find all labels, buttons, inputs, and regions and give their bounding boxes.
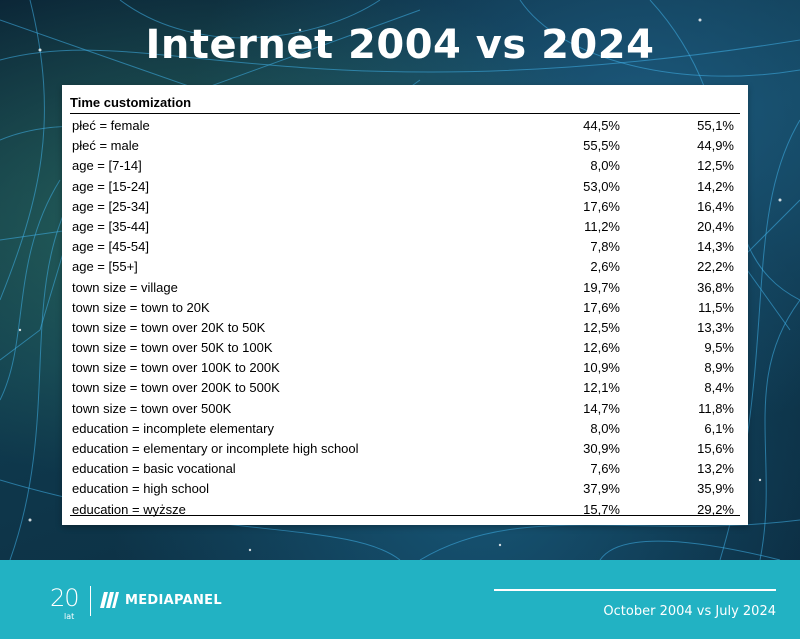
table-row: town size = town over 200K to 500K 12,1% 8…	[70, 378, 740, 398]
value-2004: 12,5%	[583, 319, 620, 335]
row-label: płeć = female	[72, 118, 150, 133]
value-2004: 53,0%	[583, 178, 620, 194]
table-row: education = basic vocational 7,6% 13,2%	[70, 459, 740, 479]
value-2024: 14,3%	[697, 239, 734, 255]
value-2024: 13,3%	[697, 319, 734, 335]
table-body: płeć = female 44,5% 55,1% płeć = male 55,5% 4…	[70, 116, 740, 520]
value-2004: 17,6%	[583, 299, 620, 315]
value-2024: 14,2%	[697, 178, 734, 194]
row-label: płeć = male	[72, 138, 139, 154]
value-2024: 6,1%	[704, 420, 734, 436]
row-label: age = [55+]	[72, 259, 138, 275]
row-label: education = elementary or incomplete hig…	[72, 441, 359, 456]
value-2004: 12,1%	[583, 380, 620, 396]
table-row: education = high school 37,9% 35,9%	[70, 479, 740, 499]
row-label: town size = town to 20K	[72, 299, 210, 315]
value-2024: 16,4%	[697, 198, 734, 214]
brand-name: MEDIAPANEL	[125, 593, 222, 608]
value-2004: 19,7%	[583, 279, 620, 295]
date-range-label: October 2004 vs July 2024	[603, 604, 776, 619]
value-2004: 8,0%	[590, 158, 620, 174]
value-2024: 35,9%	[697, 481, 734, 497]
row-label: education = high school	[72, 481, 209, 497]
value-2004: 10,9%	[583, 360, 620, 376]
table-top-rule	[70, 113, 740, 114]
value-2004: 11,2%	[584, 218, 620, 234]
footer-bar: 20 lat MEDIAPANEL October 2004 vs July 2…	[0, 560, 800, 639]
table-row: płeć = female 44,5% 55,1%	[70, 116, 740, 136]
table-row: age = [45-54] 7,8% 14,3%	[70, 237, 740, 257]
table-row: age = [15-24] 53,0% 14,2%	[70, 177, 740, 197]
row-label: age = [25-34]	[72, 198, 149, 214]
value-2024: 11,8%	[698, 400, 734, 416]
table-row: town size = village 19,7% 36,8%	[70, 278, 740, 298]
logo-divider	[90, 586, 91, 616]
row-label: age = [35-44]	[72, 218, 149, 234]
table-row: age = [55+] 2,6% 22,2%	[70, 257, 740, 277]
mediapanel-logo-icon	[100, 592, 119, 608]
table-row: town size = town over 100K to 200K 10,9% 8…	[70, 358, 740, 378]
value-2024: 15,6%	[697, 441, 734, 456]
row-label: age = [45-54]	[72, 239, 149, 255]
table-row: age = [25-34] 17,6% 16,4%	[70, 197, 740, 217]
value-2004: 17,6%	[583, 198, 620, 214]
value-2004: 2,6%	[590, 259, 620, 275]
value-2024: 9,5%	[704, 340, 734, 356]
table-bottom-rule	[70, 515, 740, 516]
value-2024: 36,8%	[697, 279, 734, 295]
row-label: town size = town over 200K to 500K	[72, 380, 280, 396]
anniversary-logo-sub: lat	[64, 612, 75, 621]
table-title: Time customization	[70, 95, 192, 110]
row-label: age = [15-24]	[72, 178, 149, 194]
table-row: age = [7-14] 8,0% 12,5%	[70, 156, 740, 176]
row-label: education = basic vocational	[72, 461, 236, 477]
page-title: Internet 2004 vs 2024	[145, 22, 655, 68]
table-row: education = elementary or incomplete hig…	[70, 439, 740, 459]
value-2004: 55,5%	[583, 138, 620, 154]
footer-divider-line	[494, 589, 776, 591]
value-2024: 11,5%	[698, 299, 734, 315]
table-row: town size = town over 50K to 100K 12,6% 9,…	[70, 338, 740, 358]
row-label: town size = town over 100K to 200K	[72, 360, 280, 376]
value-2004: 37,9%	[583, 481, 620, 497]
table-row: town size = town over 20K to 50K 12,5% 13,…	[70, 318, 740, 338]
row-label: age = [7-14]	[72, 158, 142, 174]
value-2024: 13,2%	[697, 461, 734, 477]
anniversary-logo-number: 20	[50, 584, 80, 612]
data-table-panel: Time customization płeć = female 44,5% 55,…	[62, 85, 748, 525]
value-2024: 12,5%	[697, 158, 734, 174]
row-label: education = wyższe	[72, 501, 186, 517]
value-2024: 22,2%	[697, 259, 734, 275]
table-row: education = incomplete elementary 8,0% 6,1…	[70, 419, 740, 439]
row-label: town size = town over 20K to 50K	[72, 319, 266, 335]
value-2004: 15,7%	[583, 501, 620, 517]
table-row: town size = town to 20K 17,6% 11,5%	[70, 298, 740, 318]
value-2024: 8,9%	[704, 360, 734, 376]
value-2024: 8,4%	[704, 380, 734, 396]
table-row: age = [35-44] 11,2% 20,4%	[70, 217, 740, 237]
value-2004: 12,6%	[583, 340, 620, 356]
value-2004: 44,5%	[583, 118, 620, 133]
row-label: town size = village	[72, 279, 178, 295]
value-2004: 7,6%	[590, 461, 620, 477]
row-label: education = incomplete elementary	[72, 420, 274, 436]
table-row: płeć = male 55,5% 44,9%	[70, 136, 740, 156]
table-row: education = wyższe 15,7% 29,2%	[70, 500, 740, 520]
value-2024: 20,4%	[697, 218, 734, 234]
table-row: town size = town over 500K 14,7% 11,8%	[70, 399, 740, 419]
row-label: town size = town over 500K	[72, 400, 232, 416]
value-2004: 30,9%	[583, 441, 620, 456]
value-2004: 14,7%	[583, 400, 620, 416]
value-2024: 55,1%	[697, 118, 734, 133]
value-2024: 44,9%	[697, 138, 734, 154]
value-2024: 29,2%	[697, 501, 734, 517]
row-label: town size = town over 50K to 100K	[72, 340, 273, 356]
value-2004: 8,0%	[590, 420, 620, 436]
value-2004: 7,8%	[590, 239, 620, 255]
